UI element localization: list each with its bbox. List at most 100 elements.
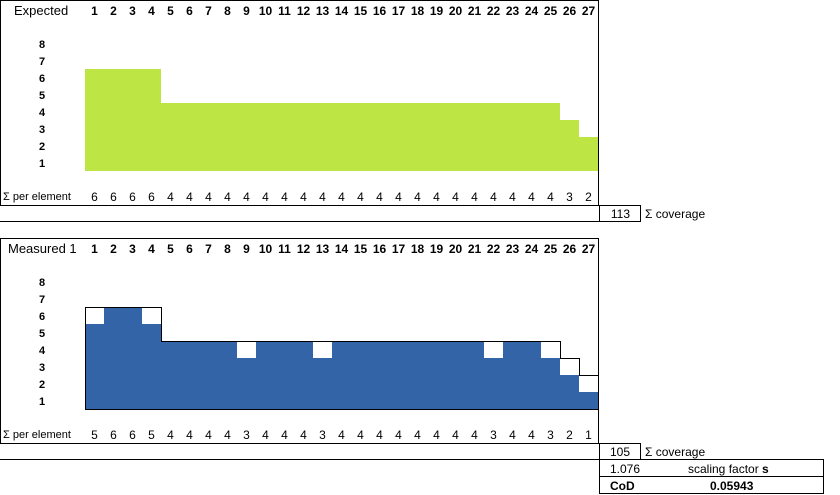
expected-sum-value: 4	[376, 190, 383, 204]
measured-bar-col-20	[446, 341, 465, 409]
expected-bar-col-10	[256, 103, 275, 171]
expected-column-header: 10	[258, 4, 273, 18]
measured-column-header: 1	[91, 242, 98, 256]
measured-sum-value: 4	[300, 428, 307, 442]
measured-column-header: 16	[372, 242, 387, 256]
expected-bar-col-15	[351, 103, 370, 171]
expected-bar-col-25	[541, 103, 560, 171]
measured-bar-col-8	[218, 341, 237, 409]
expected-sum-value: 4	[319, 190, 326, 204]
measured-column-header: 23	[505, 242, 520, 256]
expected-bar-col-23	[503, 103, 522, 171]
expected-sum-value: 4	[452, 190, 459, 204]
expected-bar-col-17	[389, 103, 408, 171]
expected-sum-value: 4	[205, 190, 212, 204]
measured-column-header: 5	[167, 242, 174, 256]
measured-column-header: 4	[148, 242, 155, 256]
measured-sum-value: 4	[509, 428, 516, 442]
expected-sum-label: Σ per element	[3, 191, 71, 203]
expected-column-header: 22	[486, 4, 501, 18]
measured-row-label: 7	[38, 294, 46, 306]
expected-bar-col-1	[85, 69, 104, 171]
measured-bar-col-19	[427, 341, 446, 409]
expected-column-header: 6	[186, 4, 193, 18]
measured-sum-value: 4	[167, 428, 174, 442]
expected-row-label: 5	[38, 90, 46, 102]
measured-sum-value: 6	[129, 428, 136, 442]
measured-bar-col-18	[408, 341, 427, 409]
measured-bar-col-12	[294, 341, 313, 409]
measured-coverage-box: 105	[599, 443, 641, 460]
measured-bar-col-27	[579, 392, 598, 409]
expected-coverage-label: Σ coverage	[645, 207, 706, 221]
measured-column-header: 2	[110, 242, 117, 256]
measured-bar-col-21	[465, 341, 484, 409]
measured-sum-value: 4	[224, 428, 231, 442]
expected-bar-col-18	[408, 103, 427, 171]
measured-column-header: 15	[353, 242, 368, 256]
expected-column-header: 15	[353, 4, 368, 18]
measured-sum-value: 4	[357, 428, 364, 442]
expected-bar-col-5	[161, 103, 180, 171]
measured-sum-value: 4	[452, 428, 459, 442]
expected-column-header: 23	[505, 4, 520, 18]
measured-sum-value: 4	[281, 428, 288, 442]
measured-row-label: 4	[38, 345, 46, 357]
expected-sum-value: 4	[300, 190, 307, 204]
expected-column-header: 3	[129, 4, 136, 18]
measured-bar-col-14	[332, 341, 351, 409]
expected-row-label: 6	[38, 73, 46, 85]
measured-sum-value: 4	[205, 428, 212, 442]
expected-sum-value: 4	[243, 190, 250, 204]
measured-column-header: 14	[334, 242, 349, 256]
expected-sum-value: 4	[528, 190, 535, 204]
measured-column-header: 12	[296, 242, 311, 256]
expected-bar-col-2	[104, 69, 123, 171]
measured-column-headers: 1 2 3 4 5 6 7 8 9 10 11 12 13 14 15 16 17 18 19 20 21 22 23 24 2…	[85, 242, 598, 258]
expected-sum-value: 4	[490, 190, 497, 204]
scaling-factor-symbol: s	[762, 462, 769, 476]
measured-bar-col-5	[161, 341, 180, 409]
measured-column-header: 26	[562, 242, 577, 256]
expected-column-header: 7	[205, 4, 212, 18]
expected-bar-col-14	[332, 103, 351, 171]
expected-column-headers: 1 2 3 4 5 6 7 8 9 10 11 12 13 14 15 16 17 18 19 20 21 22 23 24 2…	[85, 4, 598, 20]
expected-bar-col-9	[237, 103, 256, 171]
expected-column-header: 11	[278, 4, 291, 18]
expected-bar-col-27	[579, 137, 598, 171]
expected-column-header: 5	[167, 4, 174, 18]
expected-bar-col-21	[465, 103, 484, 171]
expected-coverage-value: 113	[610, 207, 630, 221]
measured-column-header: 27	[581, 242, 596, 256]
measured-bar-col-16	[370, 341, 389, 409]
expected-row-label: 1	[38, 158, 46, 170]
measured-bar-col-9	[237, 358, 256, 409]
cod-label: CoD	[610, 479, 635, 493]
measured-bar-col-22	[484, 358, 503, 409]
expected-bar-col-3	[123, 69, 142, 171]
measured-row-label: 2	[38, 379, 46, 391]
measured-bar-col-3	[123, 307, 142, 409]
expected-column-header: 9	[243, 4, 250, 18]
measured-bottom-rule	[0, 459, 599, 460]
expected-sum-value: 6	[148, 190, 155, 204]
expected-column-header: 26	[562, 4, 577, 18]
expected-sum-value: 4	[414, 190, 421, 204]
expected-row-label: 2	[38, 141, 46, 153]
expected-bar-col-20	[446, 103, 465, 171]
measured-bar-col-23	[503, 341, 522, 409]
expected-sum-value: 6	[91, 190, 98, 204]
measured-bar-col-26	[560, 375, 579, 409]
expected-coverage-box: 113	[599, 205, 641, 222]
expected-sum-value: 4	[224, 190, 231, 204]
measured-bar-col-13	[313, 358, 332, 409]
expected-sum-value: 4	[186, 190, 193, 204]
measured-bar-col-4	[142, 324, 161, 409]
measured-sum-label: Σ per element	[3, 429, 71, 441]
expected-column-header: 27	[581, 4, 596, 18]
scaling-factor-row: 1.076 scaling factor s	[599, 459, 824, 477]
measured-sum-value: 3	[243, 428, 250, 442]
expected-column-header: 17	[391, 4, 406, 18]
expected-row-label: 3	[38, 124, 46, 136]
measured-column-header: 21	[467, 242, 482, 256]
